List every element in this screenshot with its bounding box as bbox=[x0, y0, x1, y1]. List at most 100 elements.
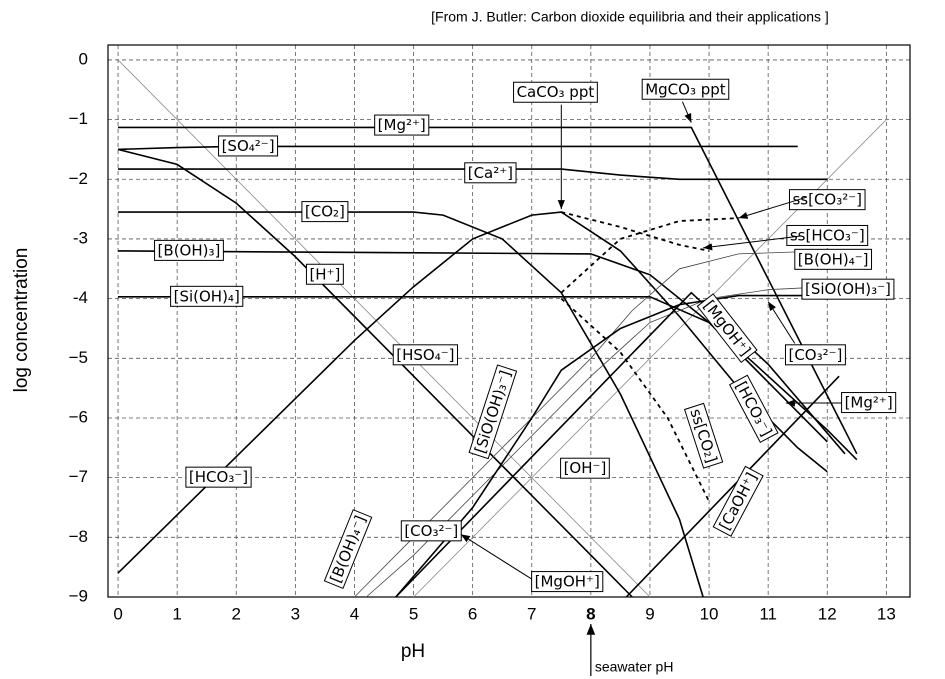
series-label: [CO₂] bbox=[301, 201, 349, 223]
x-tick-label: 1 bbox=[172, 604, 181, 623]
y-tick-label: -4 bbox=[73, 288, 88, 307]
y-tick-label: 0 bbox=[79, 49, 88, 68]
label-text: ss[CO₂] bbox=[686, 406, 720, 464]
series-label: [Si(OH)₄] bbox=[170, 285, 244, 307]
x-tick-label: 12 bbox=[818, 604, 837, 623]
label-text: [MgOH⁺] bbox=[535, 573, 600, 591]
series-label: [CO₃²⁻] bbox=[400, 520, 462, 542]
label-box bbox=[323, 509, 373, 590]
arrow bbox=[460, 533, 533, 580]
label-text: [CO₃²⁻] bbox=[404, 522, 458, 540]
label-text: ss[HCO₃⁻] bbox=[790, 226, 865, 244]
y-axis-label: log concentration bbox=[11, 248, 32, 393]
y-tick-label: −5 bbox=[69, 348, 88, 367]
x-tick-label: 5 bbox=[409, 604, 418, 623]
y-tick-label: -3 bbox=[73, 228, 88, 247]
x-axis-label: pH bbox=[401, 641, 425, 662]
x-tick-label: 8 bbox=[586, 604, 595, 623]
label-box bbox=[400, 520, 462, 542]
series-label: [B(OH)₃] bbox=[154, 239, 224, 261]
label-text: CaCO₃ ppt bbox=[517, 83, 595, 101]
label-text: [HCO₃⁻] bbox=[189, 468, 248, 486]
label-text: [B(OH)₄⁻] bbox=[798, 250, 869, 268]
label-box bbox=[712, 465, 764, 537]
series-label: [HCO₃⁻] bbox=[185, 466, 252, 488]
source-note: [From J. Butler: Carbon dioxide equilibr… bbox=[431, 9, 829, 25]
label-box bbox=[464, 162, 517, 184]
label-text: ss[CO₃²⁻] bbox=[792, 191, 862, 209]
label-box bbox=[374, 114, 430, 136]
y-tick-label: −7 bbox=[69, 467, 88, 486]
label-box bbox=[784, 344, 846, 366]
label-box bbox=[794, 248, 873, 270]
series-label: [MgOH⁺] bbox=[696, 293, 758, 364]
label-text: [CO₃²⁻] bbox=[788, 346, 842, 364]
x-tick-label: 9 bbox=[645, 604, 654, 623]
label-box bbox=[788, 189, 866, 211]
x-tick-label: 2 bbox=[232, 604, 241, 623]
x-tick-label: 4 bbox=[350, 604, 359, 623]
label-text: [HSO₄⁻] bbox=[396, 346, 454, 364]
curve bbox=[118, 211, 704, 598]
label-box bbox=[696, 293, 758, 364]
label-box bbox=[185, 466, 252, 488]
label-text: [Si(OH)₄] bbox=[174, 287, 240, 305]
curve bbox=[560, 297, 710, 502]
y-tick-label: −9 bbox=[69, 586, 88, 605]
curve bbox=[117, 145, 798, 151]
curve bbox=[395, 291, 846, 598]
label-box bbox=[641, 78, 730, 100]
x-tick-label: 3 bbox=[291, 604, 300, 623]
series-label: [SO₄²⁻] bbox=[218, 135, 279, 157]
curve bbox=[395, 294, 828, 598]
label-text: [Mg²⁺] bbox=[378, 116, 426, 134]
series-label: ss[CO₃²⁻] bbox=[788, 189, 866, 211]
curve bbox=[117, 59, 651, 598]
series-label: [HSO₄⁻] bbox=[392, 344, 458, 366]
curve bbox=[118, 168, 828, 181]
y-tick-label: −2 bbox=[69, 169, 88, 188]
x-tick-label: 0 bbox=[113, 604, 122, 623]
annotation: CaCO₃ ppt bbox=[513, 81, 598, 103]
label-box bbox=[513, 81, 598, 103]
series-label: [CaOH⁺] bbox=[712, 465, 764, 537]
label-box bbox=[531, 571, 604, 593]
label-text: [CO₂] bbox=[305, 203, 345, 221]
label-box bbox=[392, 344, 458, 366]
arrow bbox=[767, 301, 796, 344]
label-box bbox=[218, 135, 279, 157]
series-label: [SiO(OH)₃⁻] bbox=[468, 364, 518, 460]
curve bbox=[561, 211, 710, 252]
curve bbox=[625, 375, 840, 598]
annotation: [SiO(OH)₃⁻] bbox=[801, 278, 895, 300]
curve bbox=[560, 217, 739, 294]
series-label: [Ca²⁺] bbox=[464, 162, 517, 184]
x-tick-label: 11 bbox=[759, 604, 777, 623]
curve bbox=[354, 250, 828, 598]
label-box bbox=[683, 402, 724, 469]
label-text: [SO₄²⁻] bbox=[222, 137, 275, 155]
label-box bbox=[170, 285, 244, 307]
annotation: [MgOH⁺] bbox=[531, 571, 604, 593]
label-text: [Ca²⁺] bbox=[468, 164, 513, 182]
x-tick-label: 7 bbox=[527, 604, 536, 623]
annotation: [B(OH)₄⁻] bbox=[794, 248, 873, 270]
annotation: [Mg²⁺] bbox=[841, 392, 897, 414]
series-label: [B(OH)₄⁻] bbox=[323, 509, 373, 590]
series-label: ss[HCO₃⁻] bbox=[786, 224, 869, 246]
y-tick-label: −1 bbox=[69, 109, 88, 128]
label-text: [SiO(OH)₃⁻] bbox=[805, 280, 891, 298]
label-box bbox=[305, 263, 344, 285]
label-box bbox=[154, 239, 224, 261]
series-label: [OH⁻] bbox=[560, 457, 610, 479]
y-tick-label: −6 bbox=[69, 407, 88, 426]
label-box bbox=[801, 278, 895, 300]
series-label: ss[CO₂] bbox=[683, 402, 724, 469]
plot-frame bbox=[107, 44, 911, 598]
label-text: [B(OH)₃] bbox=[158, 241, 221, 259]
arrow bbox=[703, 235, 801, 251]
label-text: [Mg²⁺] bbox=[845, 394, 893, 412]
label-box bbox=[468, 364, 518, 460]
seawater-label: seawater pH bbox=[595, 659, 674, 675]
label-text: MgCO₃ ppt bbox=[645, 80, 726, 98]
